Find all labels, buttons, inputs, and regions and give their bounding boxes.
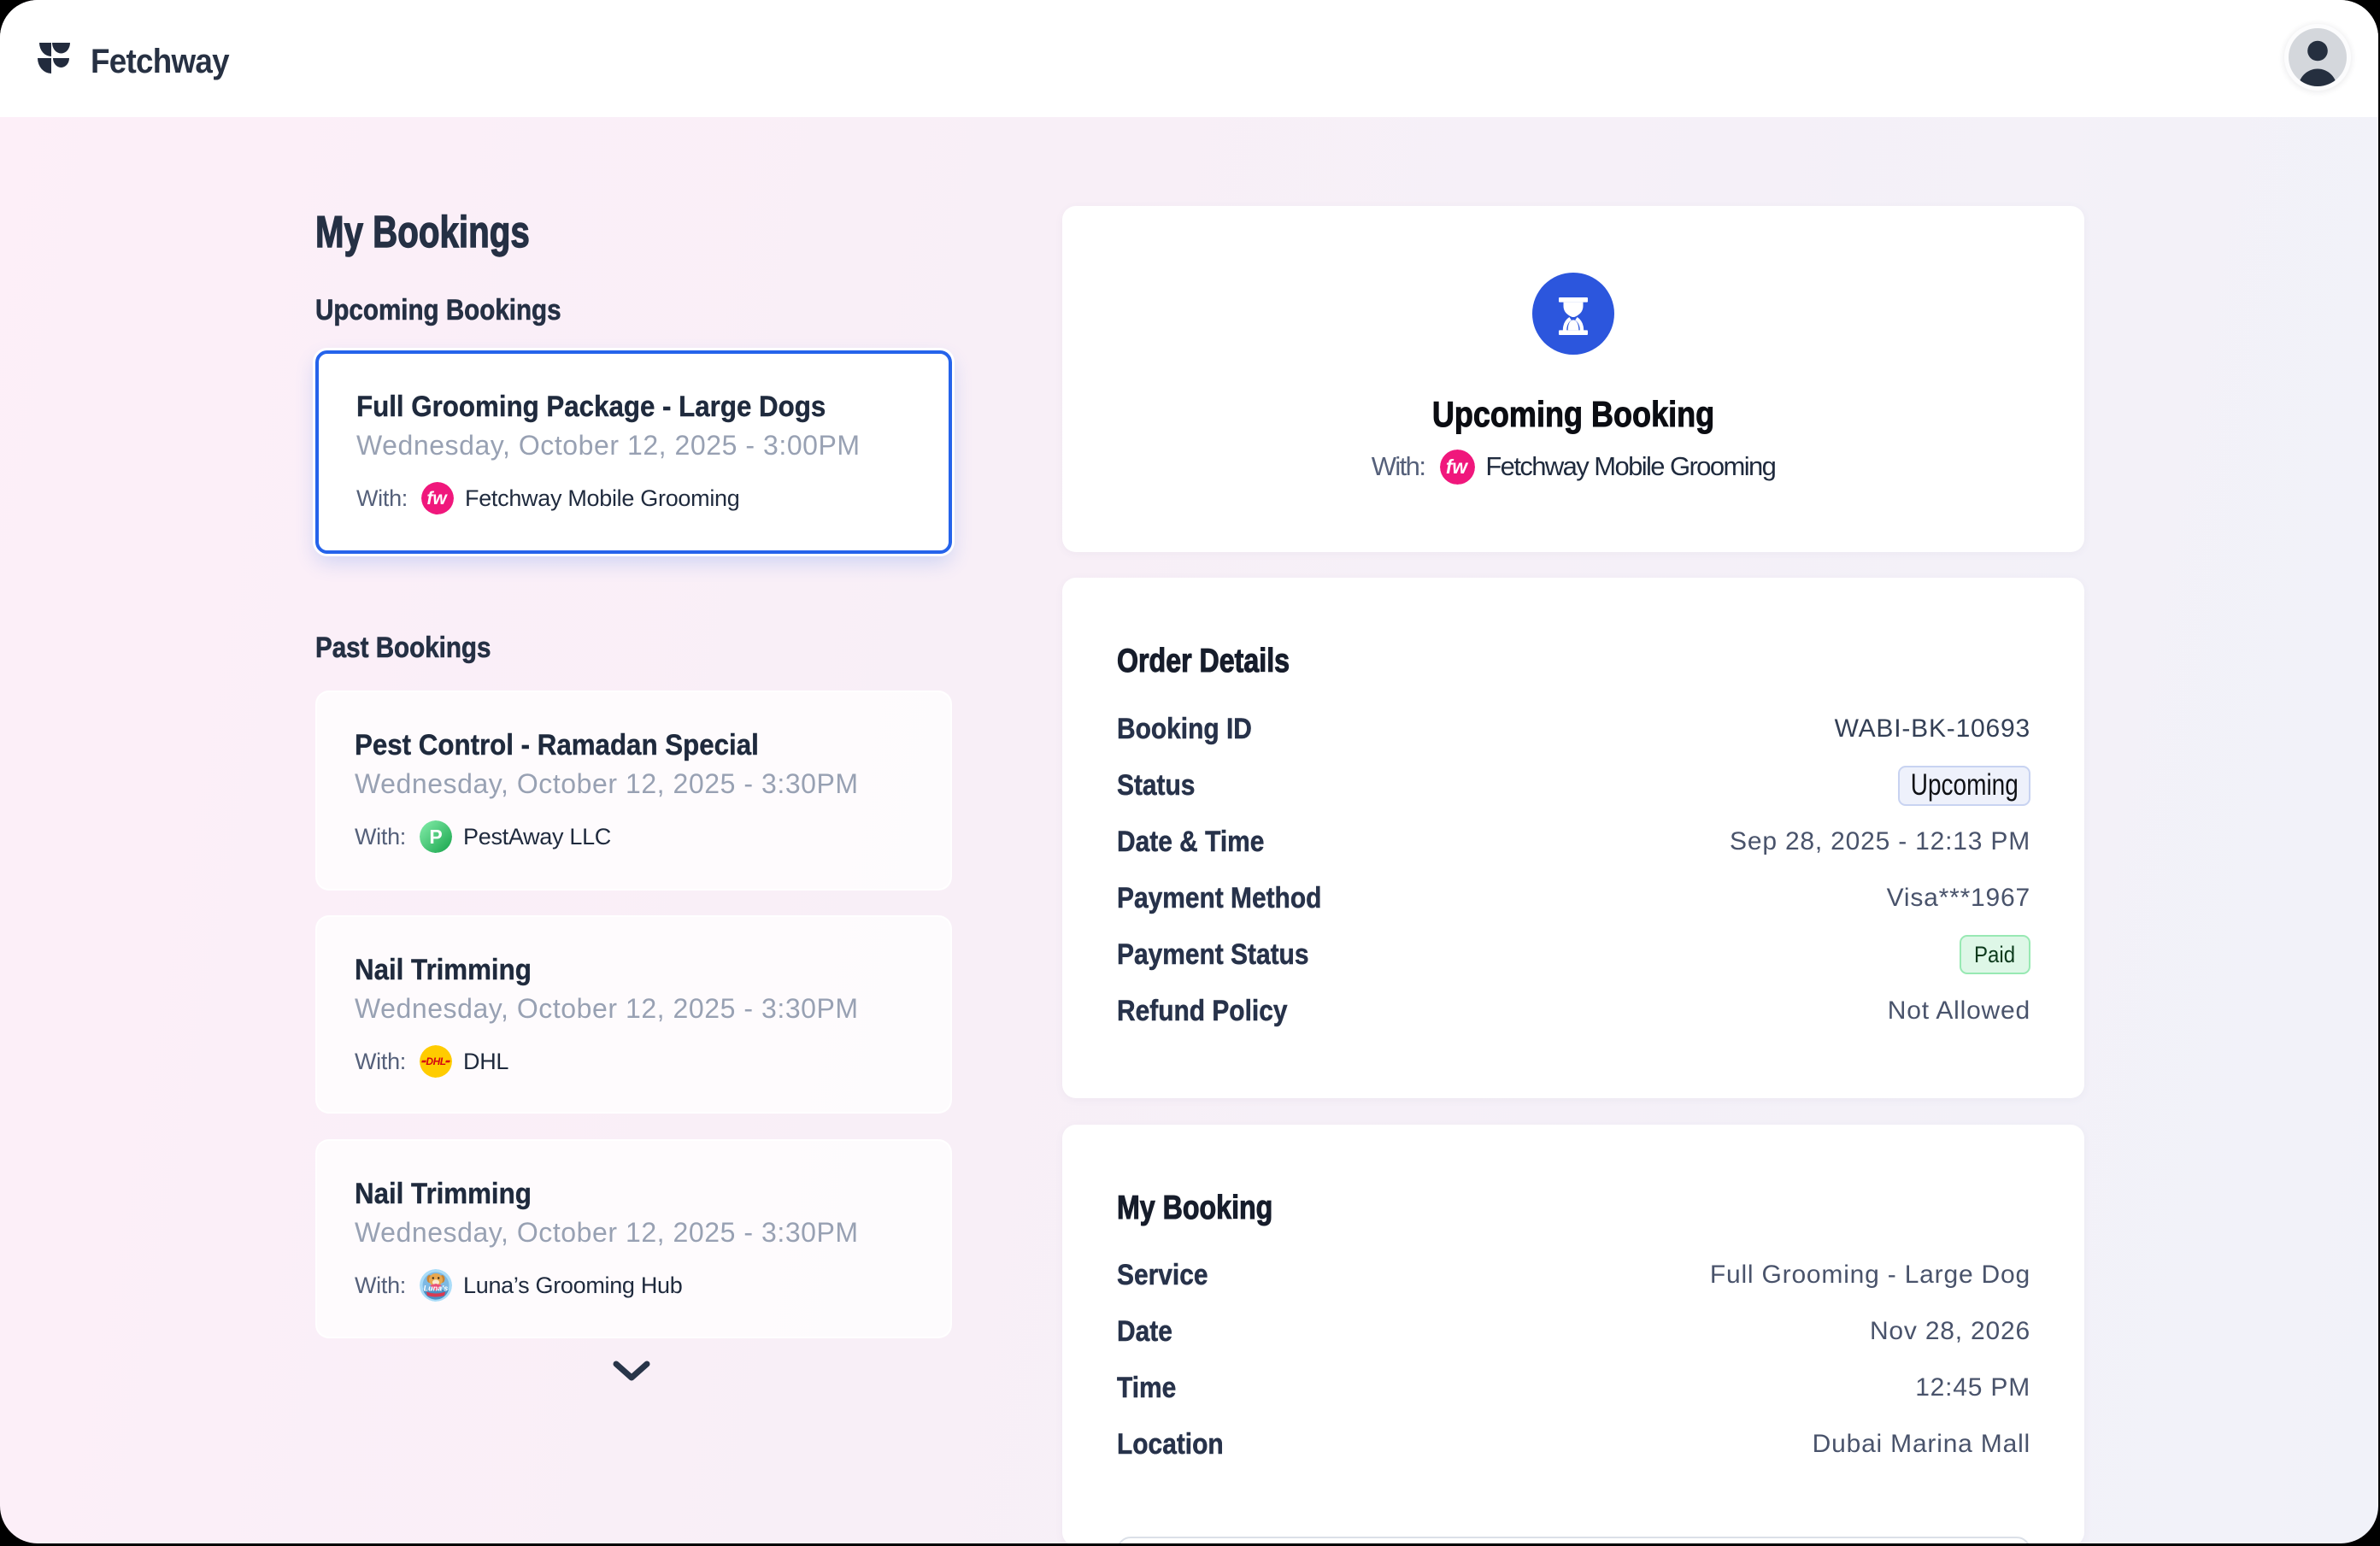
svg-text:fw: fw — [1446, 456, 1469, 478]
svg-text:fw: fw — [426, 489, 448, 508]
svg-text:DHL: DHL — [426, 1055, 445, 1067]
svg-text:Luna's: Luna's — [424, 1284, 449, 1293]
svg-text:P: P — [429, 826, 442, 848]
